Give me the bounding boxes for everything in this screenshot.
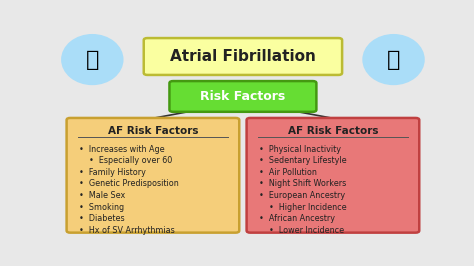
FancyBboxPatch shape xyxy=(246,118,419,233)
Text: •  African Ancestry: • African Ancestry xyxy=(259,214,336,223)
FancyBboxPatch shape xyxy=(66,118,239,233)
Text: •  Lower Incidence: • Lower Incidence xyxy=(259,226,345,235)
Text: •  Air Pollution: • Air Pollution xyxy=(259,168,317,177)
Text: AF Risk Factors: AF Risk Factors xyxy=(288,126,378,136)
Text: •  Smoking: • Smoking xyxy=(80,203,125,212)
Ellipse shape xyxy=(362,34,425,85)
Text: •  Hx of SV Arrhythmias: • Hx of SV Arrhythmias xyxy=(80,226,175,235)
Text: 🫀: 🫀 xyxy=(86,49,99,70)
Text: •  Diabetes: • Diabetes xyxy=(80,214,125,223)
Text: •  Genetic Predisposition: • Genetic Predisposition xyxy=(80,179,179,188)
Ellipse shape xyxy=(61,34,124,85)
Text: •  Especially over 60: • Especially over 60 xyxy=(80,156,173,165)
Text: •  Sedentary Lifestyle: • Sedentary Lifestyle xyxy=(259,156,347,165)
Text: 🫀: 🫀 xyxy=(387,49,400,70)
Text: •  Physical Inactivity: • Physical Inactivity xyxy=(259,144,341,153)
FancyBboxPatch shape xyxy=(169,81,316,112)
Text: Atrial Fibrillation: Atrial Fibrillation xyxy=(170,49,316,64)
Text: •  European Ancestry: • European Ancestry xyxy=(259,191,346,200)
FancyBboxPatch shape xyxy=(144,38,342,75)
Text: •  Male Sex: • Male Sex xyxy=(80,191,126,200)
Text: •  Night Shift Workers: • Night Shift Workers xyxy=(259,179,346,188)
Text: •  Family History: • Family History xyxy=(80,168,146,177)
Text: AF Risk Factors: AF Risk Factors xyxy=(108,126,198,136)
Text: Risk Factors: Risk Factors xyxy=(201,90,285,103)
Text: •  Higher Incidence: • Higher Incidence xyxy=(259,203,347,212)
Text: •  Increases with Age: • Increases with Age xyxy=(80,144,165,153)
